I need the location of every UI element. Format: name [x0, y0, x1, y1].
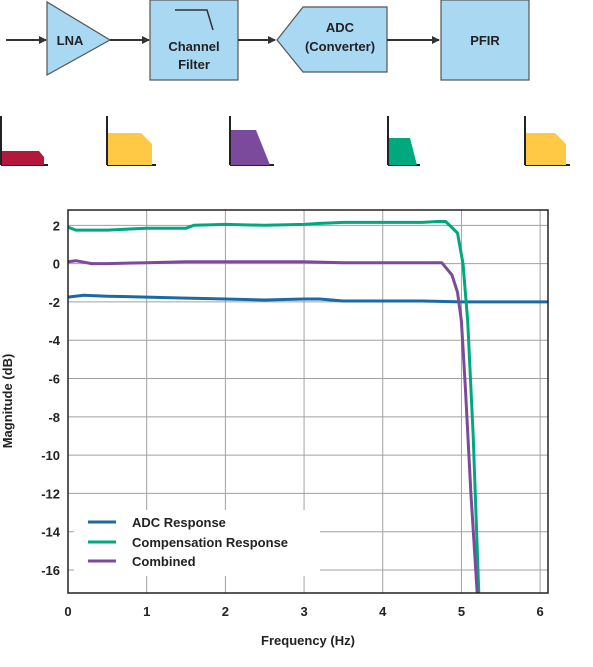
y-tick-label: -8	[48, 410, 60, 425]
lna-block: LNA	[46, 0, 112, 77]
y-axis-title: Magnitude (dB)	[0, 354, 15, 449]
spectrum-yellow-shape	[108, 133, 152, 165]
adc-label-line1: ADC	[326, 20, 355, 35]
y-tick-label: -14	[41, 525, 61, 540]
block-diagram: LNA Channel Filter ADC (Converter) PFIR	[6, 0, 530, 81]
pfir-label: PFIR	[470, 33, 500, 48]
legend-label-adc-response: ADC Response	[132, 515, 226, 530]
spectrum-icon-output	[524, 116, 570, 166]
lna-triangle-shape	[46, 0, 112, 77]
x-tick-label: 1	[143, 604, 150, 619]
x-tick-label: 3	[300, 604, 307, 619]
series-line-combined	[67, 259, 479, 594]
channel-filter-label-line1: Channel	[168, 39, 219, 54]
y-tick-label: -4	[48, 333, 60, 348]
chart-series	[67, 220, 548, 594]
channel-filter-block: Channel Filter	[149, 0, 239, 81]
channel-filter-box	[149, 0, 239, 81]
y-tick-label: -16	[41, 563, 60, 578]
spectrum-icon-adc	[229, 116, 274, 166]
pfir-box	[440, 0, 530, 81]
series-line-adc-response	[67, 293, 548, 304]
pfir-block: PFIR	[440, 0, 530, 81]
y-tick-label: 2	[53, 218, 60, 233]
x-tick-label: 4	[379, 604, 387, 619]
x-axis-title: Frequency (Hz)	[261, 633, 355, 648]
x-tick-label: 5	[458, 604, 465, 619]
x-tick-label: 6	[537, 604, 544, 619]
y-tick-label: -6	[48, 372, 60, 387]
lna-label: LNA	[57, 33, 84, 48]
x-tick-label: 0	[64, 604, 71, 619]
adc-label-line2: (Converter)	[305, 39, 375, 54]
chart-tick-labels: 0 1 2 3 4 5 6 2 0 -2 -4 -6 -8 -10 -12 -14 -16	[41, 218, 544, 619]
spectrum-icon-lna	[0, 116, 48, 166]
chart-legend: ADC Response Compensation Response Combi…	[74, 510, 320, 576]
spectrum-red-shape	[2, 151, 44, 165]
y-tick-label: -10	[41, 448, 60, 463]
spectrum-icon-pfir	[387, 116, 420, 166]
x-tick-label: 2	[222, 604, 229, 619]
legend-label-combined: Combined	[132, 554, 196, 569]
spectrum-row	[0, 116, 570, 166]
spectrum-purple-shape	[231, 130, 270, 165]
spectrum-green-shape	[389, 138, 417, 165]
lowpass-symbol-icon	[175, 9, 214, 31]
plot-frame	[67, 209, 549, 594]
y-tick-label: -2	[48, 295, 60, 310]
y-tick-label: 0	[53, 257, 60, 272]
legend-label-compensation-response: Compensation Response	[132, 535, 288, 550]
magnitude-chart: 0 1 2 3 4 5 6 2 0 -2 -4 -6 -8 -10 -12 -14 -16 ADC Respon…	[0, 209, 549, 648]
spectrum-yellow-output-shape	[526, 133, 566, 165]
series-line-compensation-response	[67, 220, 481, 594]
spectrum-icon-channel-filter	[106, 116, 156, 166]
adc-block: ADC (Converter)	[276, 6, 388, 73]
y-tick-label: -12	[41, 486, 60, 501]
channel-filter-label-line2: Filter	[178, 57, 210, 72]
